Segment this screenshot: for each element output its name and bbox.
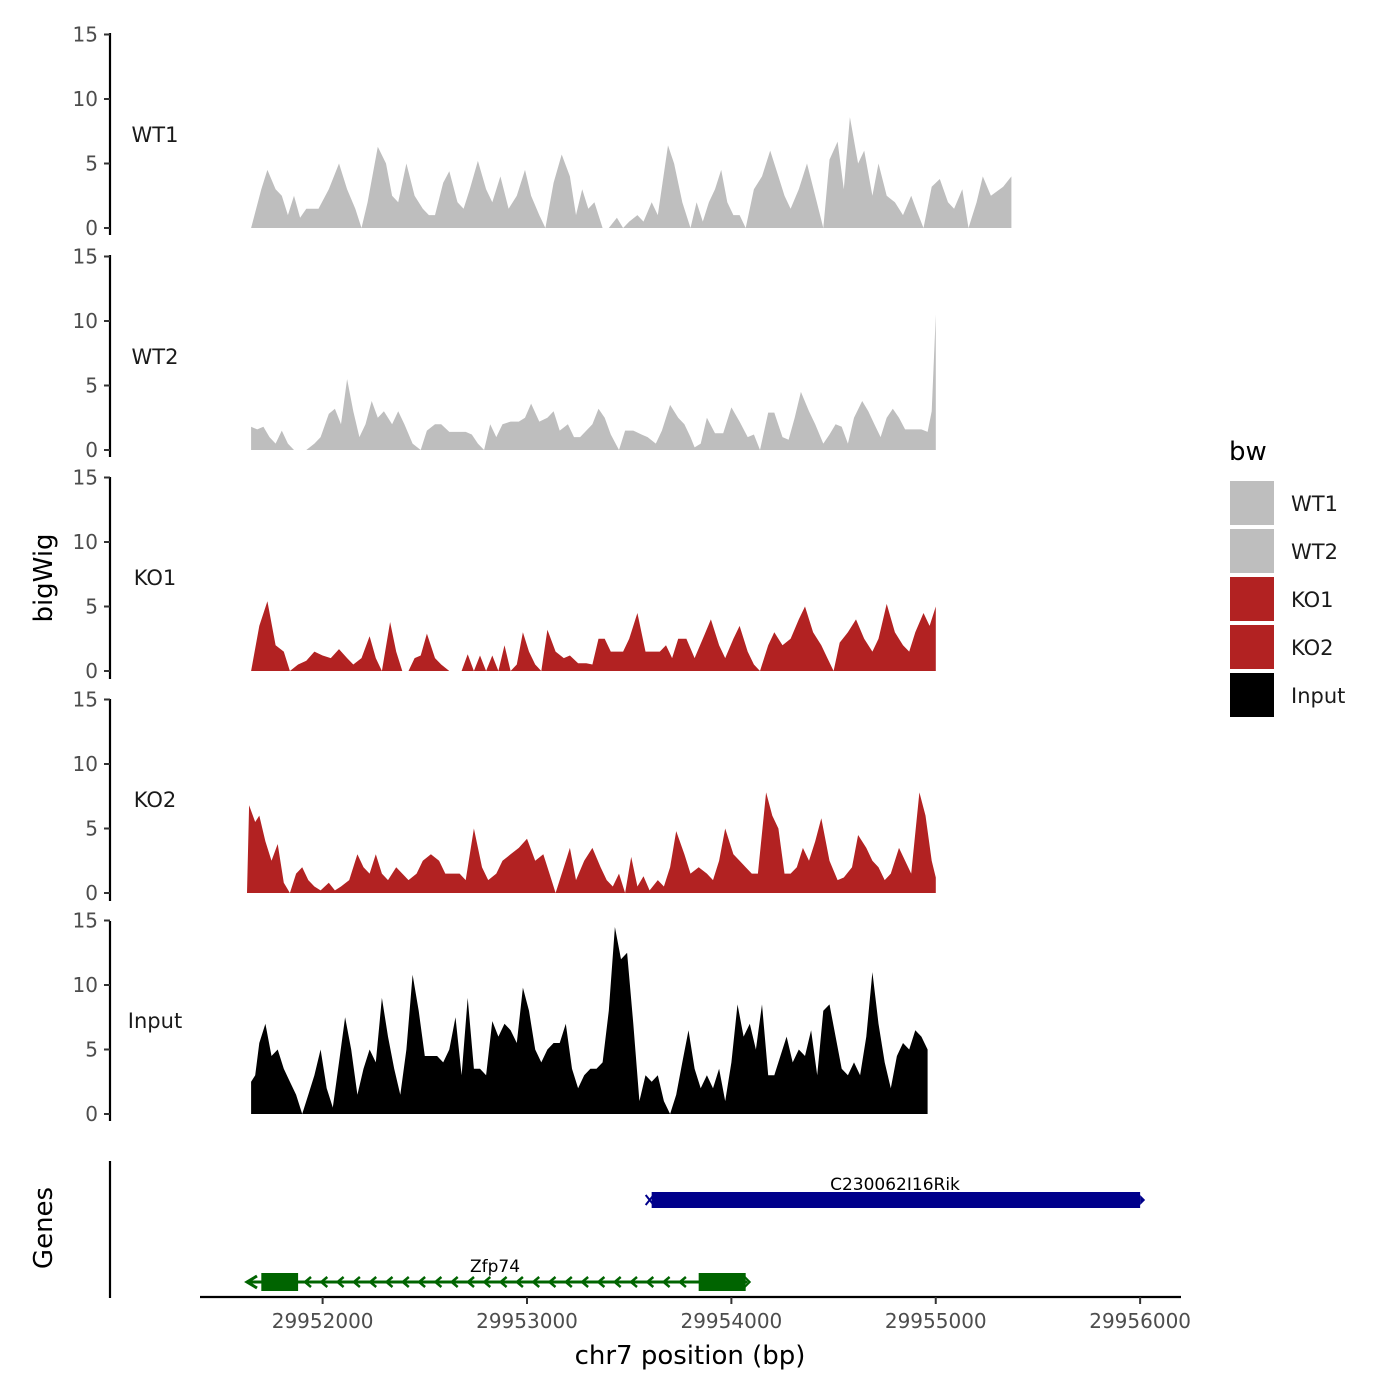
strand-chevron-icon <box>319 1276 329 1288</box>
track-label-ko1: KO1 <box>134 566 177 590</box>
legend-item-wt2: WT2 <box>1230 529 1338 573</box>
y-tick-label: 5 <box>85 595 98 619</box>
area-input <box>251 927 928 1114</box>
strand-chevron-icon <box>612 1276 622 1288</box>
strand-chevron-icon <box>433 1276 443 1288</box>
y-tick-label: 10 <box>73 87 98 111</box>
area-wt1 <box>251 117 1012 228</box>
strand-chevron-icon <box>563 1276 573 1288</box>
strand-chevron-icon <box>547 1276 557 1288</box>
x-axis-title: chr7 position (bp) <box>575 1341 806 1371</box>
legend-label: KO1 <box>1291 588 1334 612</box>
track-label-input: Input <box>128 1009 182 1033</box>
gene-end-marker <box>743 1275 752 1289</box>
gene-label: C230062I16Rik <box>830 1175 960 1195</box>
legend-label: WT2 <box>1291 540 1338 564</box>
strand-chevron-icon <box>449 1276 459 1288</box>
strand-chevron-icon <box>580 1276 589 1288</box>
legend-swatch <box>1230 625 1274 669</box>
y-tick-label: 5 <box>85 374 98 398</box>
y-tick-label: 15 <box>73 466 98 490</box>
y-tick-label: 15 <box>73 23 98 47</box>
y-tick-label: 5 <box>85 1038 98 1062</box>
strand-chevron-icon <box>645 1276 655 1288</box>
legend-label: Input <box>1291 684 1345 708</box>
legend-item-input: Input <box>1230 673 1345 717</box>
tss-marker <box>644 1194 655 1206</box>
legend-item-ko2: KO2 <box>1230 625 1334 669</box>
strand-chevron-icon <box>531 1276 541 1288</box>
legend-swatch <box>1230 673 1274 717</box>
strand-chevron-icon <box>661 1276 671 1288</box>
y-tick-label: 10 <box>73 530 98 554</box>
y-tick-label: 15 <box>73 909 98 933</box>
legend-swatch <box>1230 481 1274 525</box>
legend-item-ko1: KO1 <box>1230 577 1334 621</box>
gene-label: Zfp74 <box>470 1257 520 1277</box>
legend-label: WT1 <box>1291 492 1338 516</box>
track-label-ko2: KO2 <box>134 788 177 812</box>
area-wt2 <box>251 314 936 450</box>
x-tick-label: 29955000 <box>885 1309 987 1333</box>
legend: WT1 WT2 KO1 KO2 Input <box>1230 481 1345 717</box>
strand-chevron-icon <box>629 1276 638 1288</box>
y-tick-label: 15 <box>73 688 98 712</box>
genes-axis-title: Genes <box>29 1187 59 1269</box>
y-tick-label: 10 <box>73 973 98 997</box>
strand-chevron-icon <box>368 1276 378 1288</box>
track-label-wt2: WT2 <box>132 345 179 369</box>
y-tick-label: 5 <box>85 152 98 176</box>
strand-chevron-icon <box>400 1276 410 1288</box>
gene-body <box>651 1192 1141 1208</box>
gene-exon <box>698 1273 746 1291</box>
y-tick-label: 0 <box>85 881 98 905</box>
strand-arrow-icon <box>1140 1195 1146 1205</box>
y-tick-label: 0 <box>85 216 98 240</box>
gene-zfp74: Zfp74 <box>244 1257 752 1291</box>
x-tick-label: 29952000 <box>272 1309 374 1333</box>
y-tick-label: 0 <box>85 659 98 683</box>
strand-chevron-icon <box>384 1276 394 1288</box>
bigwig-tracks: 0 5 10 15 WT1 0 5 10 15 WT2 0 5 10 15 KO1 0 5 10 15 KO2 0 5 10… <box>73 23 1012 1126</box>
strand-chevron-icon <box>596 1276 606 1288</box>
x-axis: 29952000 29953000 29954000 29955000 29956000 <box>200 1295 1191 1333</box>
y-tick-label: 10 <box>73 309 98 333</box>
y-tick-label: 0 <box>85 1102 98 1126</box>
area-ko2 <box>247 792 936 893</box>
track-wt1: 0 5 10 15 WT1 <box>73 23 1012 240</box>
strand-chevron-icon <box>677 1276 687 1288</box>
gene-exon <box>261 1273 299 1291</box>
strand-chevron-icon <box>351 1276 361 1288</box>
legend-item-wt1: WT1 <box>1230 481 1338 525</box>
strand-chevron-icon <box>417 1276 426 1288</box>
y-axis-title: bigWig <box>29 533 59 622</box>
legend-label: KO2 <box>1291 636 1334 660</box>
x-tick-label: 29956000 <box>1089 1309 1191 1333</box>
strand-chevron-icon <box>303 1276 312 1288</box>
legend-swatch <box>1230 529 1274 573</box>
y-tick-label: 5 <box>85 817 98 841</box>
gene-track: C230062I16Rik Zfp74 <box>108 1161 1146 1298</box>
strand-chevron-icon <box>335 1276 345 1288</box>
track-label-wt1: WT1 <box>132 123 179 147</box>
strand-chevron-icon <box>514 1276 524 1288</box>
track-input: 0 5 10 15 Input <box>73 909 928 1126</box>
y-tick-label: 0 <box>85 438 98 462</box>
track-ko1: 0 5 10 15 KO1 <box>73 466 936 683</box>
strand-chevron-icon <box>498 1276 508 1288</box>
strand-chevron-icon <box>482 1276 492 1288</box>
strand-chevron-icon <box>466 1276 475 1288</box>
strand-arrow-icon <box>244 1274 258 1290</box>
x-tick-label: 29954000 <box>680 1309 782 1333</box>
legend-swatch <box>1230 577 1274 621</box>
y-tick-label: 15 <box>73 245 98 269</box>
gene-c230062i16rik: C230062I16Rik <box>644 1175 1146 1208</box>
track-ko2: 0 5 10 15 KO2 <box>73 688 936 905</box>
track-wt2: 0 5 10 15 WT2 <box>73 245 936 462</box>
area-ko1 <box>251 601 936 671</box>
x-tick-label: 29953000 <box>476 1309 578 1333</box>
y-tick-label: 10 <box>73 752 98 776</box>
legend-title: bw <box>1229 437 1267 467</box>
